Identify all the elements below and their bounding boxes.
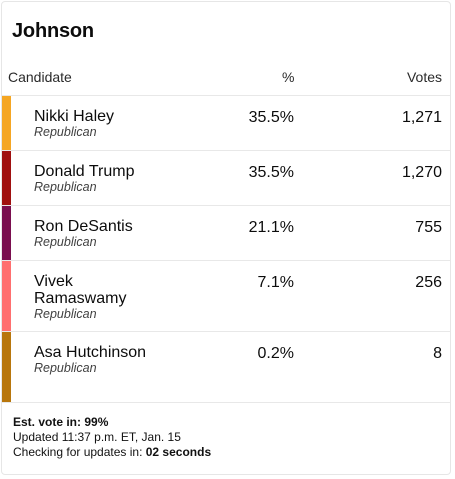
candidate-party: Republican xyxy=(34,235,97,249)
header-votes: Votes xyxy=(406,69,442,85)
candidate-votes: 256 xyxy=(415,274,442,291)
header-percent: % xyxy=(282,69,295,85)
table-row: Vivek Ramaswamy Republican 7.1% 256 xyxy=(2,260,450,331)
candidate-name: Asa Hutchinson xyxy=(34,344,147,361)
candidate-votes: 8 xyxy=(433,345,442,362)
candidate-name: Nikki Haley xyxy=(34,108,115,125)
countdown-label: Checking for updates in: xyxy=(13,445,146,459)
candidate-votes: 755 xyxy=(415,219,442,236)
party-color-bar xyxy=(2,151,11,205)
party-color-bar xyxy=(2,96,11,150)
results-table: Nikki Haley Republican 35.5% 1,271 Donal… xyxy=(2,95,450,402)
candidate-percent: 0.2% xyxy=(257,345,294,362)
candidate-percent: 7.1% xyxy=(257,274,294,291)
table-row: Donald Trump Republican 35.5% 1,270 xyxy=(2,150,450,205)
header-candidate: Candidate xyxy=(8,69,72,85)
candidate-name: Vivek Ramaswamy xyxy=(34,273,127,307)
table-row: Ron DeSantis Republican 21.1% 755 xyxy=(2,205,450,260)
countdown-value: 02 seconds xyxy=(145,445,212,459)
candidate-party: Republican xyxy=(34,180,97,194)
candidate-name: Ron DeSantis xyxy=(34,218,133,235)
party-color-bar xyxy=(2,332,11,402)
party-color-bar xyxy=(2,206,11,260)
candidate-party: Republican xyxy=(34,307,97,321)
results-card: Johnson Candidate % Votes Nikki Haley Re… xyxy=(1,1,451,475)
candidate-name: Donald Trump xyxy=(34,163,135,180)
candidate-votes: 1,271 xyxy=(401,109,442,126)
candidate-percent: 21.1% xyxy=(248,219,294,236)
est-vote-in: Est. vote in: 99% xyxy=(13,415,109,429)
table-row: Nikki Haley Republican 35.5% 1,271 xyxy=(2,95,450,150)
candidate-party: Republican xyxy=(34,361,97,375)
table-header: Candidate % Votes xyxy=(2,65,450,95)
candidate-votes: 1,270 xyxy=(401,164,442,181)
candidate-percent: 35.5% xyxy=(248,164,294,181)
table-row: Asa Hutchinson Republican 0.2% 8 xyxy=(2,331,450,402)
county-title: Johnson xyxy=(12,20,94,42)
candidate-percent: 35.5% xyxy=(248,109,294,126)
candidate-party: Republican xyxy=(34,125,97,139)
update-countdown: Checking for updates in: 02 seconds xyxy=(13,445,211,460)
party-color-bar xyxy=(2,261,11,331)
results-footer: Est. vote in: 99% Updated 11:37 p.m. ET,… xyxy=(2,402,450,476)
updated-timestamp: Updated 11:37 p.m. ET, Jan. 15 xyxy=(13,430,181,444)
